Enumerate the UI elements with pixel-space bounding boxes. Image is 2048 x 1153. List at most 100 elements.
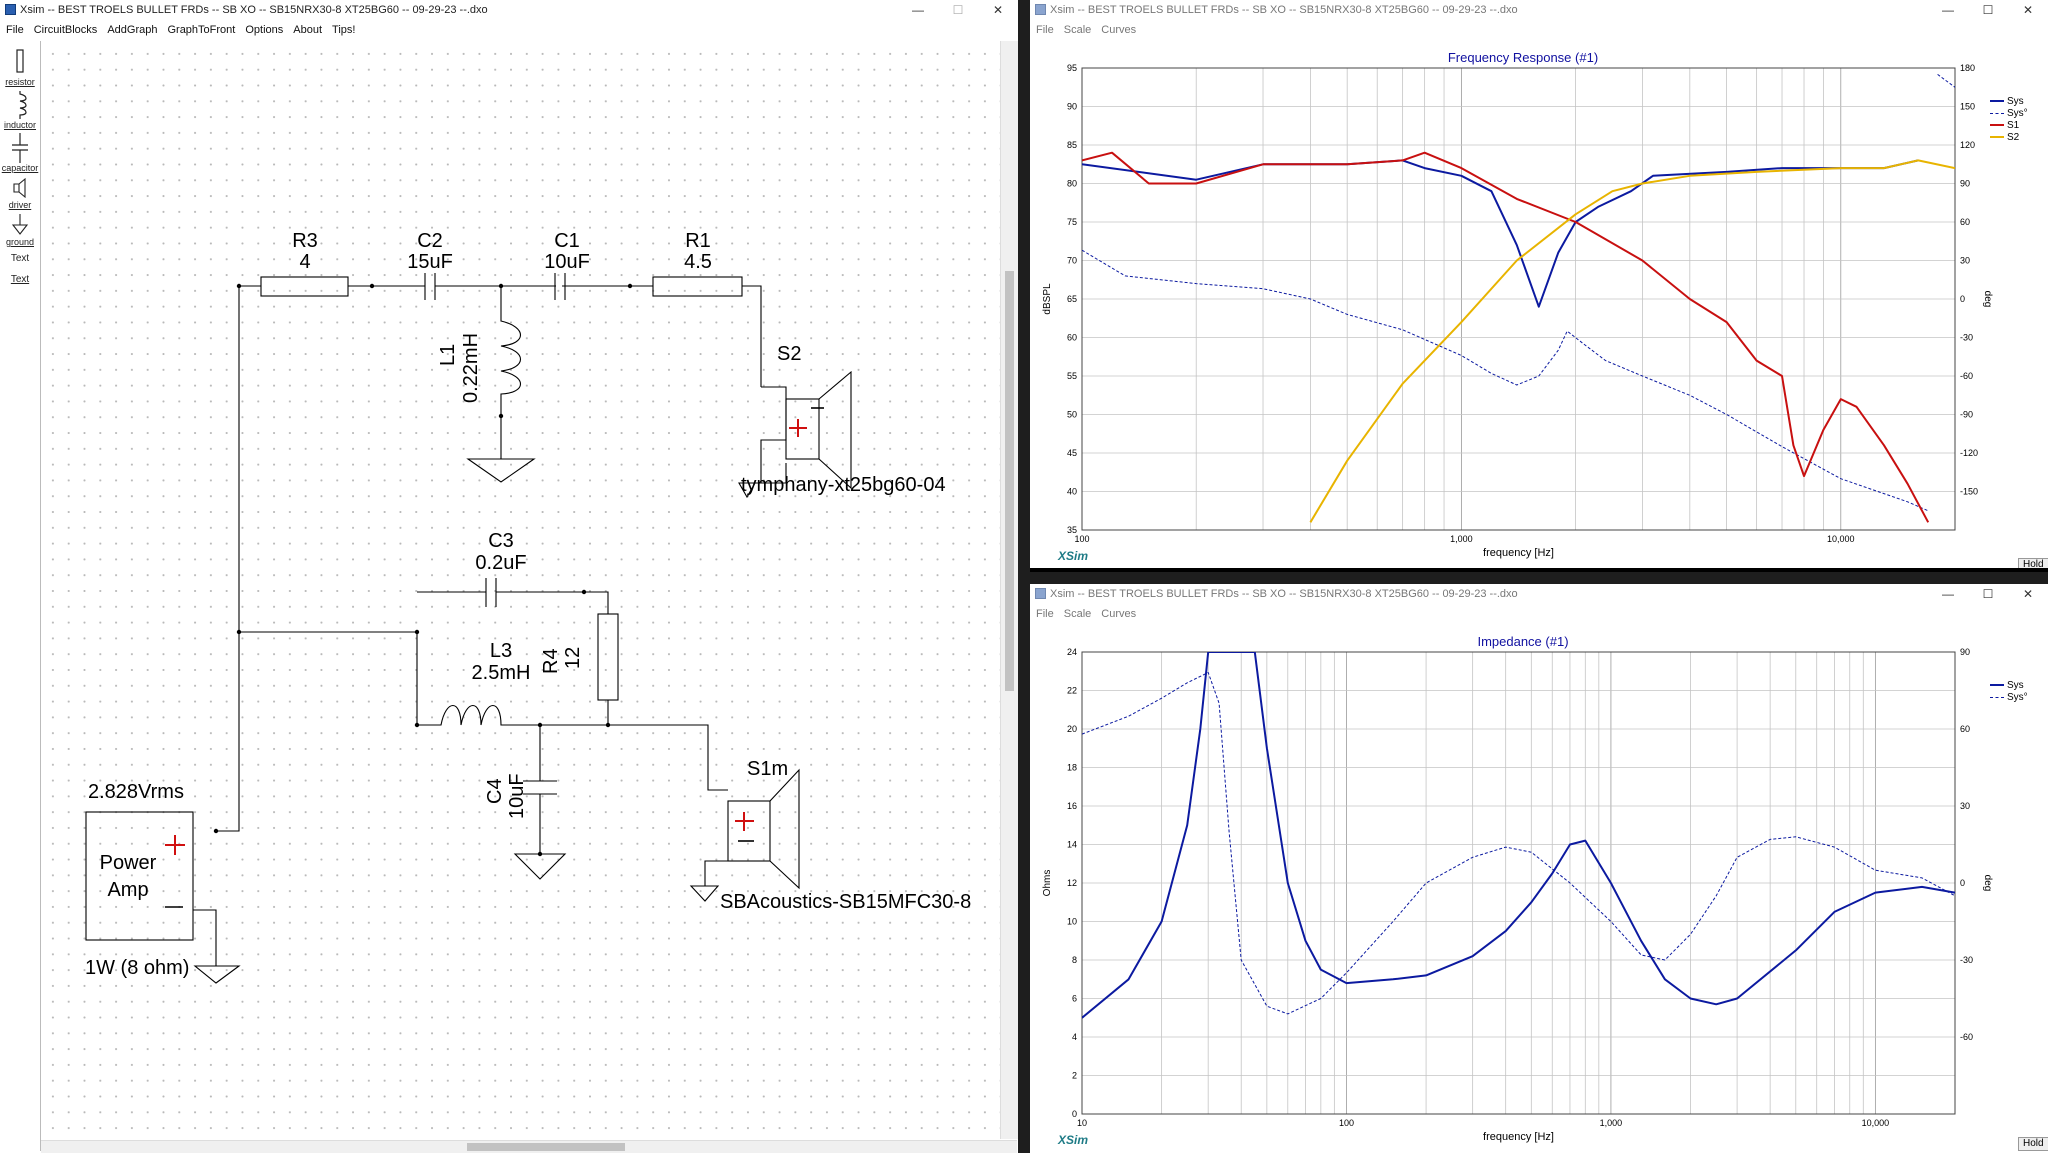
tool-ground[interactable]: ground <box>0 213 40 247</box>
y2-tick-label: 30 <box>1960 801 1970 811</box>
y2-tick-label: 120 <box>1960 140 1975 150</box>
ground-icon <box>11 214 29 235</box>
imp-menu-curves[interactable]: Curves <box>1101 608 1137 620</box>
tool-inductor[interactable]: inductor <box>0 90 40 130</box>
legend-swatch <box>1990 684 2004 686</box>
s1m-model: SBAcoustics-SB15MFC30-8 <box>720 891 972 913</box>
y-axis-label: Ohms <box>1042 870 1053 897</box>
vertical-scroll-thumb[interactable] <box>1005 271 1014 691</box>
tool-driver[interactable]: driver <box>0 176 40 210</box>
menu-file[interactable]: File <box>6 24 24 36</box>
menu-about[interactable]: About <box>293 24 323 36</box>
legend-swatch <box>1990 696 2004 698</box>
legend-swatch <box>1990 100 2004 102</box>
freq-menu-scale[interactable]: Scale <box>1063 24 1092 36</box>
y-tick-label: 0 <box>1072 1109 1077 1119</box>
main-titlebar[interactable]: Xsim -- BEST TROELS BULLET FRDs -- SB XO… <box>0 0 1018 19</box>
y-tick-label: 85 <box>1067 140 1077 150</box>
y2-tick-label: 0 <box>1960 878 1965 888</box>
freq-maximize-icon[interactable]: ☐ <box>1982 2 1994 17</box>
y-tick-label: 50 <box>1067 410 1077 420</box>
driver-icon <box>13 177 26 199</box>
freq-window: Xsim -- BEST TROELS BULLET FRDs -- SB XO… <box>1030 0 2048 572</box>
tool-text-2[interactable]: Text <box>10 274 30 285</box>
freq-hold-button[interactable]: Hold <box>2018 558 2048 568</box>
freq-close-icon[interactable]: ✕ <box>2022 2 2034 17</box>
y2-tick-label: -90 <box>1960 410 1973 420</box>
tool-text[interactable]: Text <box>10 253 30 264</box>
series-line-S2 <box>1309 159 1955 523</box>
maximize-icon[interactable]: ☐ <box>952 2 964 17</box>
menu-circuitblocks[interactable]: CircuitBlocks <box>33 24 98 36</box>
y-tick-label: 75 <box>1067 217 1077 227</box>
legend-label: S2 <box>2007 131 2020 143</box>
c3-value: 0.2uF <box>475 552 527 574</box>
imp-maximize-icon[interactable]: ☐ <box>1982 586 1994 601</box>
tool-capacitor[interactable]: capacitor <box>0 133 40 173</box>
y-tick-label: 40 <box>1067 487 1077 497</box>
y-tick-label: 20 <box>1067 724 1077 734</box>
c4-name: C4 <box>484 778 506 804</box>
legend-entry: Sys <box>1990 95 2028 107</box>
y-tick-label: 95 <box>1067 63 1077 73</box>
amp-label-2: Amp <box>107 879 149 901</box>
r3-value: 4 <box>299 251 311 273</box>
freq-menu-curves[interactable]: Curves <box>1101 24 1137 36</box>
imp-hold-button[interactable]: Hold <box>2018 1137 2048 1151</box>
tool-resistor[interactable]: resistor <box>0 47 40 87</box>
y2-tick-label: -150 <box>1960 487 1978 497</box>
legend-entry: Sys <box>1990 679 2028 691</box>
x-tick-label: 100 <box>1074 534 1089 544</box>
imp-titlebar[interactable]: Xsim -- BEST TROELS BULLET FRDs -- SB XO… <box>1030 584 2048 603</box>
freq-titlebar[interactable]: Xsim -- BEST TROELS BULLET FRDs -- SB XO… <box>1030 0 2048 19</box>
y2-tick-label: -60 <box>1960 371 1973 381</box>
y-tick-label: 4 <box>1072 1032 1077 1042</box>
y2-tick-label: 60 <box>1960 724 1970 734</box>
series-line-S1 <box>1082 151 1930 523</box>
c2-name: C2 <box>417 230 443 252</box>
y2-axis-label: deg <box>1982 875 1993 892</box>
y-tick-label: 12 <box>1067 878 1077 888</box>
main-menubar: File CircuitBlocks AddGraph GraphToFront… <box>0 19 1018 41</box>
y-tick-label: 65 <box>1067 294 1077 304</box>
grid <box>1081 67 1956 531</box>
y-tick-label: 14 <box>1067 840 1077 850</box>
horizontal-scroll-thumb[interactable] <box>467 1143 625 1151</box>
schematic-canvas[interactable]: R3 4 C2 15uF C1 10uF R1 4.5 L1 0.22mH S2… <box>41 41 1017 1139</box>
minimize-icon[interactable]: — <box>912 2 924 17</box>
r1-value: 4.5 <box>684 251 712 273</box>
r3-name: R3 <box>292 230 318 252</box>
r4-value: 12 <box>562 646 584 669</box>
y-tick-label: 22 <box>1067 686 1077 696</box>
plot-frame <box>1081 67 1956 531</box>
freq-menu-file[interactable]: File <box>1036 24 1054 36</box>
schematic-horizontal-scrollbar[interactable] <box>41 1140 1017 1153</box>
close-icon[interactable]: ✕ <box>992 2 1004 17</box>
imp-close-icon[interactable]: ✕ <box>2022 586 2034 601</box>
menu-options[interactable]: Options <box>245 24 284 36</box>
imp-menu-scale[interactable]: Scale <box>1063 608 1092 620</box>
schematic-vertical-scrollbar[interactable] <box>1000 41 1018 1139</box>
imp-menu-file[interactable]: File <box>1036 608 1054 620</box>
frequency-response-chart[interactable]: 35 40 45 50 55 60 65 70 75 80 85 90 95 -150 -120 -90 -60… <box>1030 40 2048 560</box>
l1-value: 0.22mH <box>460 332 482 403</box>
imp-minimize-icon[interactable]: — <box>1942 586 1954 601</box>
series-line-Sys-phase <box>1082 73 1955 512</box>
legend-entry: Sys° <box>1990 107 2028 119</box>
imp-app-icon <box>1035 588 1046 599</box>
y-tick-label: 16 <box>1067 801 1077 811</box>
menu-tips[interactable]: Tips! <box>332 24 356 36</box>
legend-entry: Sys° <box>1990 691 2028 703</box>
main-window-title: Xsim -- BEST TROELS BULLET FRDs -- SB XO… <box>20 3 488 16</box>
y-tick-label: 10 <box>1067 917 1077 927</box>
menu-graphtofront[interactable]: GraphToFront <box>167 24 236 36</box>
freq-minimize-icon[interactable]: — <box>1942 2 1954 17</box>
capacitor-icon <box>12 133 28 163</box>
s1m-name: S1m <box>747 758 789 780</box>
amp-voltage: 2.828Vrms <box>88 781 184 803</box>
resistor-icon <box>16 49 24 73</box>
menu-addgraph[interactable]: AddGraph <box>107 24 158 36</box>
legend-label: S1 <box>2007 119 2020 131</box>
y2-tick-label: -30 <box>1960 955 1973 965</box>
